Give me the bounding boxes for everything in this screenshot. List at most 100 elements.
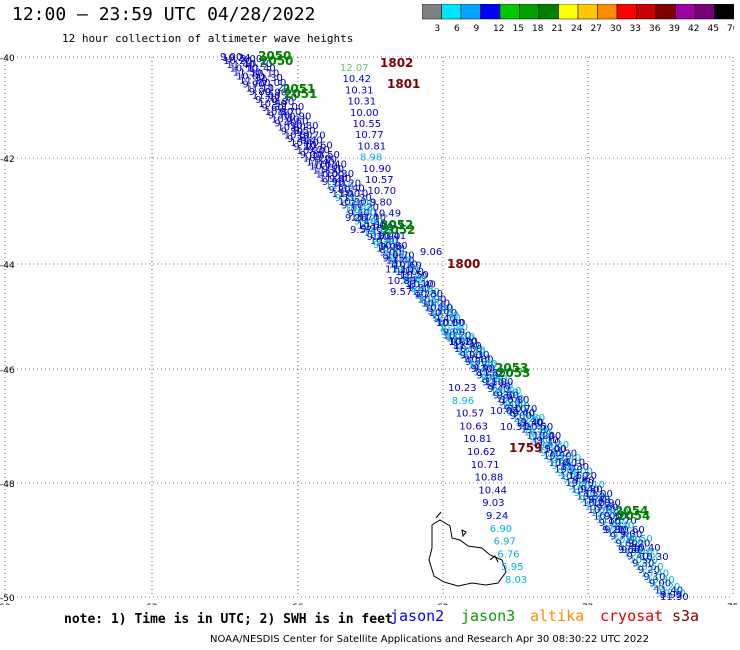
track-value: 10.40 — [533, 431, 562, 442]
track-value: 10.20 — [443, 330, 472, 341]
track-value: 10.57 — [456, 409, 485, 420]
track-value: 10.50 — [525, 422, 554, 433]
track-value: 10.60 — [517, 413, 546, 424]
satellite-cryosat: cryosat — [600, 607, 664, 625]
satellite-s3a: s3a — [672, 607, 700, 625]
track-value: 10.63 — [459, 421, 488, 432]
track-value: 9.50 — [482, 377, 504, 388]
track-value: 9.06 — [380, 242, 402, 253]
track-value: 9.60 — [375, 236, 397, 247]
track-value: 10.10 — [448, 337, 477, 348]
track-id-label: 2053 — [497, 366, 530, 380]
track-id-label: 1800 — [447, 257, 480, 271]
track-value: 11.10 — [246, 83, 275, 94]
satellite-jason3: jason3 — [461, 607, 516, 625]
track-value: 10.31 — [345, 85, 374, 96]
track-value: 9.60 — [261, 103, 283, 114]
track-value: 11.00 — [276, 102, 305, 113]
track-value: 9.20 — [628, 539, 650, 550]
legend-label: 42 — [688, 24, 699, 34]
track-value: 9.06 — [420, 247, 442, 258]
track-value: 10.00 — [593, 511, 622, 522]
track-value: 10.20 — [449, 336, 478, 347]
track-value: 10.20 — [333, 179, 362, 190]
track-value: 10.41 — [378, 231, 407, 242]
altimeter-tracks: 9.0010.2011.4010.1011.3010.0011.209.9011… — [220, 52, 689, 603]
color-legend: 36912151821242730333639424570(ft) — [422, 4, 734, 34]
track-value: 10.10 — [457, 345, 486, 356]
track-value: 9.90 — [322, 177, 344, 188]
track-value: 9.10 — [574, 488, 596, 499]
track-value: 11.40 — [336, 184, 365, 195]
track-value: 10.31 — [348, 97, 377, 108]
track-value: 10.50 — [284, 130, 313, 141]
track-value: 11.00 — [607, 528, 636, 539]
satellite-altika: altika — [530, 607, 585, 625]
track-value: 10.90 — [493, 386, 522, 397]
track-value: 10.31 — [500, 422, 529, 433]
legend-label: 12 — [493, 24, 504, 34]
track-value: 10.60 — [490, 387, 519, 398]
track-value: 10.00 — [524, 428, 553, 439]
track-value: 9.60 — [476, 371, 498, 382]
track-value: 10.70 — [608, 516, 637, 527]
track-value: 10.20 — [422, 299, 451, 310]
credit-line: NOAA/NESDIS Center for Satellite Applica… — [210, 634, 649, 645]
track-value: 9.20 — [287, 134, 309, 145]
track-value: 11.30 — [343, 193, 372, 204]
map-grid: -40 -42 -44 -46 -48 -5060 63 66 69 72 75 — [0, 54, 738, 605]
track-value: 10.70 — [554, 465, 583, 476]
track-value: 10.60 — [393, 260, 422, 271]
track-value: 10.44 — [478, 485, 507, 496]
track-value: 9.30 — [397, 265, 419, 276]
track-value: 10.40 — [290, 138, 319, 149]
track-value: 10.80 — [290, 121, 319, 132]
track-value: 11.00 — [584, 489, 613, 500]
track-value: 11.10 — [405, 279, 434, 290]
track-id-label: 2054 — [615, 504, 648, 518]
track-value: 11.20 — [568, 471, 597, 482]
track-value: 10.10 — [309, 162, 338, 173]
track-value: 10.90 — [372, 231, 401, 242]
track-value: 10.90 — [613, 535, 642, 546]
track-value: 11.20 — [439, 323, 468, 334]
legend-label: 30 — [610, 24, 622, 34]
track-value: 9.70 — [489, 381, 511, 392]
track-value: 10.10 — [230, 64, 259, 75]
legend-label: 18 — [532, 24, 544, 34]
satellite-jason2: jason2 — [390, 607, 445, 625]
track-value: 10.90 — [543, 451, 572, 462]
track-value: 11.30 — [461, 350, 490, 361]
page-title: 12:00 — 23:59 UTC 04/28/2022 — [12, 4, 316, 25]
track-value: 9.66 — [618, 545, 640, 556]
track-value: 10.30 — [297, 146, 326, 157]
track-value: 9.90 — [402, 275, 424, 286]
track-value: 9.70 — [414, 291, 436, 302]
track-value: 9.10 — [322, 164, 344, 175]
track-value: 12.07 — [340, 63, 369, 74]
track-value: 11.10 — [602, 522, 631, 533]
track-value: 10.60 — [629, 555, 658, 566]
track-value: 10.90 — [258, 99, 287, 110]
track-value: 9.40 — [274, 119, 296, 130]
track-value: 11.00 — [485, 377, 514, 388]
track-value: 9.99 — [660, 590, 682, 601]
legend-label: 45 — [708, 24, 719, 34]
track-value: 11.10 — [357, 212, 386, 223]
altimeter-map: -40-42-44-46-48-50606366697275 9.0010.20… — [0, 49, 738, 605]
track-value: 9.30 — [281, 126, 303, 137]
track-value: 9.26 — [345, 213, 367, 224]
track-value: 10.80 — [600, 507, 629, 518]
track-value: 10.20 — [548, 449, 577, 460]
page-subtitle: 12 hour collection of altimeter wave hei… — [62, 32, 354, 45]
track-value: 9.48 — [588, 495, 610, 506]
track-value: 9.00 — [440, 327, 462, 338]
track-value: 11.10 — [446, 332, 475, 343]
track-value: 10.60 — [357, 220, 386, 231]
track-value: 9.90 — [599, 518, 621, 529]
track-value: 9.20 — [367, 232, 389, 243]
track-value: 9.10 — [373, 240, 395, 251]
track-id-label: 1759 — [509, 441, 542, 455]
track-value: 11.00 — [411, 287, 440, 298]
track-value: 9.00 — [220, 52, 242, 63]
